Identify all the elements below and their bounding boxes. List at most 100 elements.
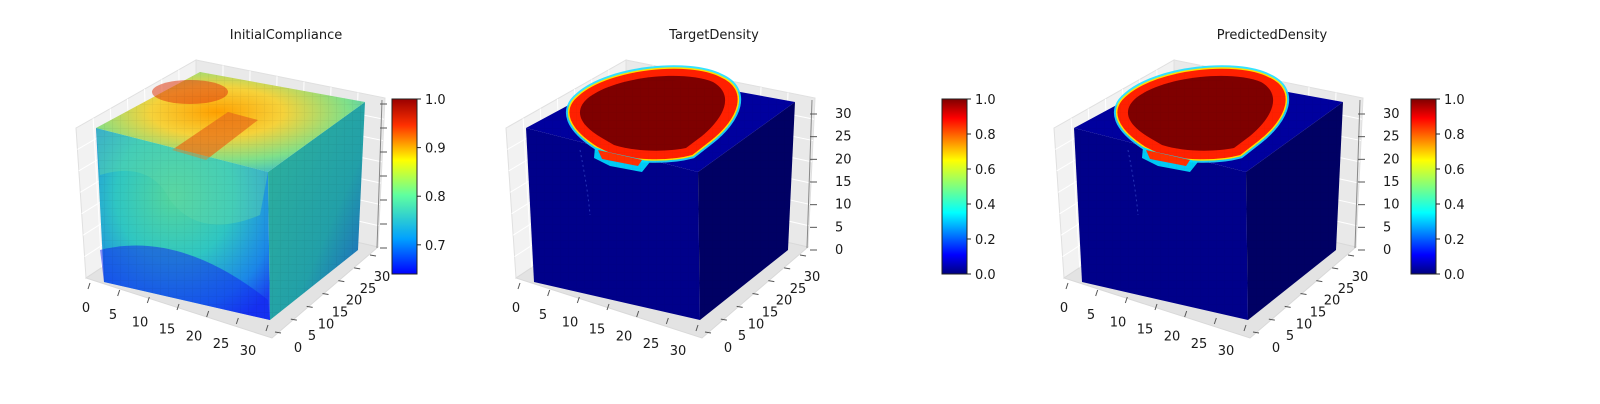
colorbar-tick-label: 0.2 [975,233,996,248]
colorbar-tick-label: 0.4 [1444,198,1465,213]
y-tick-mark [1284,305,1291,308]
z-tick-label: 25 [835,130,852,145]
x-tick-label: 15 [1137,323,1154,338]
x-tick-mark [176,303,180,311]
colorbar [391,98,418,275]
z-tick-label: 5 [1383,220,1391,235]
colorbar-tick-label: 0.6 [1444,163,1465,178]
y-tick-label: 15 [1310,306,1327,321]
cube-voxel-grid [96,128,270,320]
y-tick-mark [1300,293,1307,295]
cube-voxel-grid [698,102,795,320]
colorbar [1410,98,1437,275]
y-tick-label: 30 [374,270,391,285]
colorbar-tick-label: 0.6 [975,163,996,178]
y-tick-mark [768,280,775,283]
x-tick-label: 10 [562,315,579,330]
z-axis-line [806,99,813,249]
y-tick-mark [704,331,712,334]
colorbar-tick-label: 1.0 [975,93,996,108]
cube-voxel-grid [268,102,365,320]
x-tick-label: 5 [109,308,117,323]
colorbar-tick-label: 0.4 [975,198,996,213]
y-tick-label: 30 [1352,270,1369,285]
colorbar-tick-label: 0.8 [425,190,446,205]
z-axis-line [376,99,383,249]
y-tick-label: 0 [1272,341,1280,356]
x-tick-label: 5 [1087,308,1095,323]
subplot-title: TargetDensity [668,28,759,43]
colorbar-tick-label: 0.2 [1444,233,1465,248]
y-tick-label: 10 [1296,317,1313,332]
x-tick-label: 0 [512,301,520,316]
pane-gridline [1070,118,1081,268]
y-tick-mark [720,318,727,321]
z-tick-label: 15 [1383,175,1400,190]
x-tick-label: 30 [240,344,257,359]
y-tick-label: 25 [790,282,807,297]
x-tick-label: 20 [1164,330,1181,345]
z-tick-label: 5 [835,220,843,235]
x-tick-label: 25 [213,337,230,352]
z-tick-label: 25 [1383,130,1400,145]
x-tick-mark [235,317,239,325]
y-tick-label: 15 [762,306,779,321]
z-axis-line [1354,99,1361,249]
x-tick-label: 10 [132,315,149,330]
y-tick-mark [1268,318,1275,321]
z-tick-label: 0 [1383,243,1391,258]
y-tick-label: 30 [804,270,821,285]
y-tick-label: 0 [724,341,732,356]
x-tick-mark [1213,317,1217,325]
x-tick-mark [1154,303,1158,311]
x-tick-mark [606,303,610,311]
cube-voxel-grid [96,72,365,172]
subplot-title: PredictedDensity [1217,28,1328,43]
z-tick-label: 30 [835,107,852,122]
x-tick-mark [1124,296,1128,304]
y-tick-mark [354,267,361,270]
x-tick-mark [517,282,521,290]
x-tick-label: 30 [1218,344,1235,359]
x-tick-label: 10 [1110,315,1127,330]
z-tick-label: 20 [1383,152,1400,167]
colorbar-tick-label: 0.0 [1444,268,1465,283]
colorbar-tick-label: 0.7 [425,239,446,254]
x-tick-label: 25 [1191,337,1208,352]
pane-gridline [522,118,533,268]
colorbar [941,98,968,275]
z-tick-label: 30 [1383,107,1400,122]
y-tick-label: 25 [360,282,377,297]
x-tick-mark [695,324,699,332]
y-tick-label: 15 [332,306,349,321]
y-tick-mark [290,318,297,321]
y-tick-label: 5 [308,329,316,344]
x-tick-mark [1184,310,1188,318]
x-tick-mark [1065,282,1069,290]
x-tick-mark [265,324,269,332]
cube-voxel-grid [526,128,700,320]
colorbar-tick-label: 0.9 [425,142,446,157]
y-tick-mark [338,280,345,283]
y-tick-label: 10 [748,317,765,332]
cube-voxel-grid [1074,128,1248,320]
y-tick-mark [799,254,807,257]
y-tick-label: 10 [318,317,335,332]
y-tick-mark [736,305,743,308]
x-tick-mark [117,289,121,297]
y-tick-label: 20 [776,294,793,309]
colorbar-tick-label: 0.8 [1444,128,1465,143]
x-tick-mark [636,310,640,318]
x-tick-mark [665,317,669,325]
x-tick-label: 5 [539,308,547,323]
y-tick-mark [1347,254,1355,257]
x-tick-mark [206,310,210,318]
subplot-title: InitialCompliance [230,28,343,43]
colorbar-tick-label: 1.0 [425,93,446,108]
y-tick-mark [322,293,329,295]
x-tick-mark [87,282,91,290]
y-tick-label: 20 [1324,294,1341,309]
